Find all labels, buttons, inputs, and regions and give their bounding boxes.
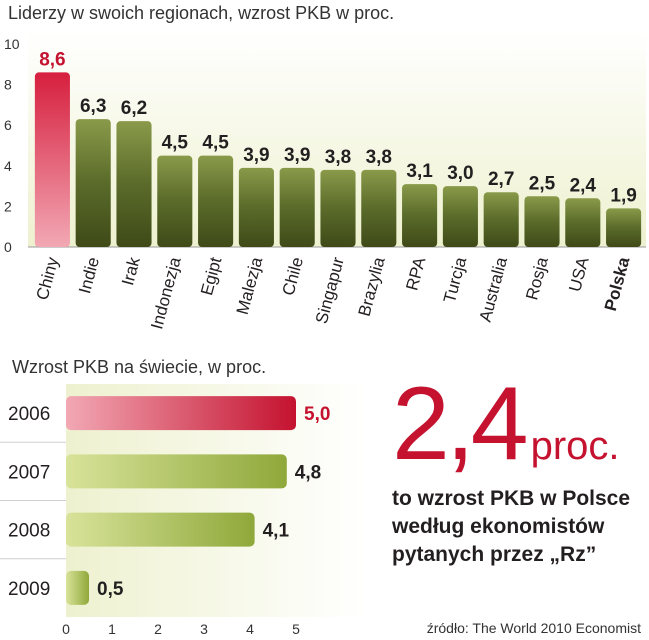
- bar-2008: [66, 512, 255, 547]
- data-label: 2,4: [570, 175, 597, 196]
- x-tick-label: Malezja: [233, 255, 267, 317]
- callout-text-line: według ekonomistów: [392, 515, 605, 538]
- callout-text: to wzrost PKB w Polsce według ekonomistó…: [392, 485, 642, 569]
- bar-rosja: [524, 196, 560, 247]
- bar-turcja: [442, 186, 478, 247]
- bar-malezja: [238, 167, 274, 247]
- x-tick-label: Irak: [118, 255, 144, 288]
- bar-irak: [116, 121, 152, 247]
- x-tick-label: Indonezja: [147, 255, 185, 332]
- data-label: 3,9: [284, 145, 310, 166]
- callout-text-line: pytanych przez „Rz”: [392, 543, 597, 566]
- y-tick-label: 2: [4, 198, 12, 214]
- bar-australia: [483, 192, 519, 247]
- bar-chile: [279, 167, 315, 247]
- bar-brazylia: [361, 169, 397, 247]
- x-tick-label: Brazylia: [355, 255, 389, 319]
- top-bar-chart: 0 2 4 6 8 10 8,6 Chiny 6,3 Indie 6,2 Irak 4,5 Indonez…: [4, 30, 646, 332]
- data-label: 3,8: [366, 147, 392, 168]
- data-label: 4,5: [202, 133, 229, 154]
- x-tick-label: Australia: [476, 255, 512, 324]
- bar-polska: [606, 208, 642, 247]
- x-tick-label: 5: [292, 621, 300, 637]
- data-label: 5,0: [304, 404, 330, 425]
- x-tick-label: Chile: [279, 255, 307, 297]
- data-label: 4,1: [263, 521, 290, 542]
- x-tick-label: 0: [62, 621, 70, 637]
- x-tick-label: Indie: [75, 255, 103, 296]
- bottom-chart-title: Wzrost PKB na świecie, w proc.: [12, 357, 267, 377]
- bar-rpa: [402, 184, 438, 247]
- source-note: źródło: The World 2010 Economist: [426, 620, 641, 636]
- y-tick-label: 4: [4, 158, 12, 174]
- bar-egipt: [198, 155, 234, 247]
- data-label: 0,5: [97, 579, 124, 600]
- y-tick-label: 0: [4, 239, 12, 255]
- y-tick-label: 6: [4, 117, 12, 133]
- data-label: 8,6: [39, 49, 65, 70]
- x-tick-label: Egipt: [197, 255, 225, 298]
- x-tick-label: Rosja: [522, 255, 552, 302]
- x-tick-label: USA: [565, 254, 593, 293]
- x-tick-label: RPA: [402, 254, 429, 292]
- y-tick-label: 2008: [8, 521, 50, 542]
- bar-2007: [66, 454, 287, 489]
- y-tick-label: 2009: [8, 579, 50, 600]
- bar-indie: [75, 119, 111, 247]
- bar-chiny: [34, 72, 70, 247]
- bar-singapur: [320, 169, 356, 247]
- data-label: 4,8: [295, 462, 321, 483]
- callout-unit: proc.: [530, 424, 620, 468]
- x-tick-label: 3: [200, 621, 208, 637]
- top-chart-title: Liderzy w swoich regionach, wzrost PKB w…: [8, 3, 395, 23]
- bar-usa: [565, 198, 601, 247]
- data-label: 3,1: [406, 161, 433, 182]
- x-tick-label: 2: [154, 621, 162, 637]
- callout-text-line: to wzrost PKB w Polsce: [392, 487, 631, 510]
- x-tick-label: 4: [246, 621, 254, 637]
- data-label: 6,3: [80, 96, 106, 117]
- x-tick-label: Singapur: [312, 255, 348, 326]
- bar-2009: [66, 570, 89, 605]
- y-tick-label: 8: [4, 77, 12, 93]
- data-label: 1,9: [610, 185, 636, 206]
- data-label: 4,5: [162, 133, 189, 154]
- y-tick-label: 2006: [8, 404, 50, 425]
- data-label: 3,0: [447, 163, 473, 184]
- x-tick-label: Polska: [601, 255, 634, 313]
- x-tick-label: 1: [108, 621, 116, 637]
- data-label: 2,5: [529, 173, 556, 194]
- callout-headline: 2,4 proc.: [392, 372, 642, 476]
- data-label: 2,7: [488, 169, 514, 190]
- bar-indonezja: [157, 155, 193, 247]
- data-label: 3,9: [243, 145, 269, 166]
- plot-background: [66, 384, 366, 617]
- callout-value: 2,4: [392, 366, 529, 482]
- x-tick-label: Chiny: [33, 255, 63, 302]
- data-label: 6,2: [121, 98, 147, 119]
- y-tick-label: 10: [4, 36, 20, 52]
- x-tick-label: Turcja: [440, 255, 471, 305]
- y-tick-label: 2007: [8, 462, 50, 483]
- bar-2006: [66, 396, 296, 431]
- data-label: 3,8: [325, 147, 351, 168]
